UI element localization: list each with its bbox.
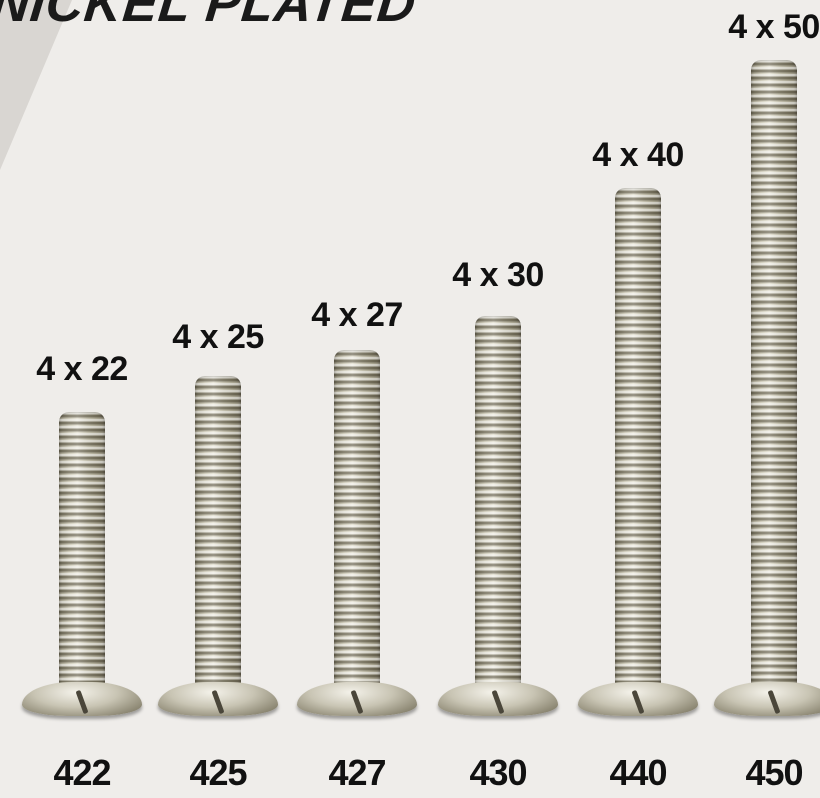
screw-thread: [615, 188, 661, 690]
screw-slot: [491, 689, 505, 715]
screw-head: [714, 682, 820, 716]
screw-450-image: [714, 60, 820, 717]
screw-size-label-450: 4 x 50: [728, 8, 820, 46]
screw-slot: [350, 689, 364, 715]
screw-head: [297, 682, 417, 716]
screw-size-label-425: 4 x 25: [172, 318, 264, 356]
screw-slot: [767, 689, 781, 715]
screw-code-label-430: 430: [469, 752, 527, 793]
page-title: NICKEL PLATED: [0, 0, 420, 33]
screw-code-label-422: 422: [53, 752, 111, 793]
screw-thread: [751, 60, 797, 690]
screw-size-label-422: 4 x 22: [36, 350, 128, 388]
screw-thread: [59, 412, 105, 690]
screw-427-image: [297, 350, 417, 717]
screw-code-label-450: 450: [745, 752, 803, 793]
screw-size-label-440: 4 x 40: [592, 136, 684, 174]
screw-code-label-427: 427: [328, 752, 386, 793]
screw-head: [158, 682, 278, 716]
screw-size-label-430: 4 x 30: [452, 256, 544, 294]
screw-head: [578, 682, 698, 716]
screw-thread: [195, 376, 241, 690]
screw-slot: [75, 689, 89, 715]
screw-code-label-440: 440: [609, 752, 667, 793]
screw-422-image: [22, 412, 142, 717]
screw-size-label-427: 4 x 27: [311, 296, 403, 334]
screw-code-label-425: 425: [189, 752, 247, 793]
screw-slot: [631, 689, 645, 715]
screw-430-image: [438, 316, 558, 717]
screw-slot: [211, 689, 225, 715]
screw-thread: [475, 316, 521, 690]
screw-440-image: [578, 188, 698, 717]
screw-425-image: [158, 376, 278, 717]
screw-head: [22, 682, 142, 716]
screw-head: [438, 682, 558, 716]
screw-thread: [334, 350, 380, 690]
